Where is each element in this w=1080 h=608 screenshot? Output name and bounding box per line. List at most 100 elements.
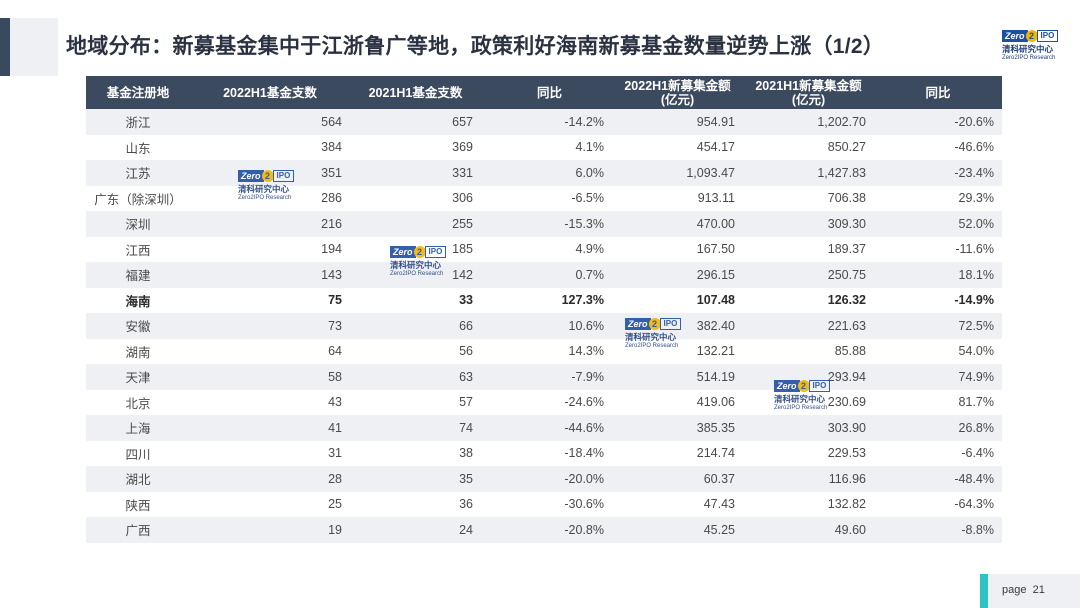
cell-count-yoy: -20.0% (481, 466, 612, 492)
cell-count-2022: 143 (190, 262, 350, 288)
cell-amount-2022: 45.25 (612, 517, 743, 543)
cell-count-yoy: -18.4% (481, 440, 612, 466)
cell-amount-yoy: -23.4% (874, 160, 1002, 186)
footer-accent-bar (980, 574, 988, 608)
cell-region: 广西 (86, 517, 190, 543)
cell-count-2021: 36 (350, 491, 481, 517)
cell-amount-2022: 47.43 (612, 491, 743, 517)
cell-count-2022: 58 (190, 364, 350, 390)
table-row: 江西 194 185 4.9% 167.50 189.37 -11.6% (86, 236, 1002, 262)
cell-count-yoy: -20.8% (481, 517, 612, 543)
cell-amount-2022: 296.15 (612, 262, 743, 288)
cell-count-2021: 57 (350, 389, 481, 415)
watermark-logo-3: Zero 2 IPO 清科研究中心 Zero2IPO Research (625, 318, 682, 350)
cell-region: 安徽 (86, 313, 190, 339)
cell-amount-2021: 230.69 (743, 389, 874, 415)
col-header-count-yoy: 同比 (481, 76, 612, 109)
cell-count-2022: 41 (190, 415, 350, 441)
table-row: 广东（除深圳） 286 306 -6.5% 913.11 706.38 29.3% (86, 185, 1002, 211)
cell-amount-2021: 132.82 (743, 491, 874, 517)
page-number-value: 21 (1032, 584, 1045, 596)
cell-amount-2021: 221.63 (743, 313, 874, 339)
page-label: page (1002, 584, 1027, 596)
col-header-region: 基金注册地 (86, 76, 190, 109)
col-header-2021-amount-text: 2021H1新募集金额 (亿元) (755, 78, 862, 107)
table-header-row: 基金注册地 2022H1基金支数 2021H1基金支数 同比 2022H1新募集… (86, 76, 1002, 109)
cell-amount-yoy: 26.8% (874, 415, 1002, 441)
table-row: 湖南 64 56 14.3% 132.21 85.88 54.0% (86, 338, 1002, 364)
logo-cn-text: 清科研究中心 (390, 260, 442, 270)
cell-count-2022: 216 (190, 211, 350, 237)
logo-two: 2 (1025, 30, 1038, 42)
cell-amount-2022: 454.17 (612, 134, 743, 160)
cell-region: 深圳 (86, 211, 190, 237)
cell-amount-2022: 419.06 (612, 389, 743, 415)
cell-amount-2022: 913.11 (612, 185, 743, 211)
cell-amount-2021: 309.30 (743, 211, 874, 237)
cell-region: 江苏 (86, 160, 190, 186)
cell-count-yoy: 0.7% (481, 262, 612, 288)
cell-count-2021: 369 (350, 134, 481, 160)
cell-amount-2021: 229.53 (743, 440, 874, 466)
logo-mark: Zero 2 IPO (238, 170, 295, 182)
cell-amount-2021: 49.60 (743, 517, 874, 543)
cell-amount-yoy: -48.4% (874, 466, 1002, 492)
logo-cn-text: 清科研究中心 (774, 394, 826, 404)
cell-count-2021: 66 (350, 313, 481, 339)
cell-amount-2022: 132.21 (612, 338, 743, 364)
cell-amount-yoy: 74.9% (874, 364, 1002, 390)
logo-zero: Zero (1002, 30, 1028, 42)
logo-cn-text: 清科研究中心 (238, 184, 290, 194)
cell-count-2021: 255 (350, 211, 481, 237)
cell-amount-2021: 303.90 (743, 415, 874, 441)
cell-region: 陕西 (86, 491, 190, 517)
table-row: 天津 58 63 -7.9% 514.19 293.94 74.9% (86, 364, 1002, 390)
cell-count-yoy: -14.2% (481, 109, 612, 135)
table-row: 广西 19 24 -20.8% 45.25 49.60 -8.8% (86, 517, 1002, 543)
table-row: 陕西 25 36 -30.6% 47.43 132.82 -64.3% (86, 491, 1002, 517)
cell-count-yoy: -30.6% (481, 491, 612, 517)
logo-zero: Zero (774, 380, 800, 392)
cell-count-2022: 43 (190, 389, 350, 415)
cell-count-2022: 31 (190, 440, 350, 466)
cell-amount-yoy: 54.0% (874, 338, 1002, 364)
region-fund-table: 基金注册地 2022H1基金支数 2021H1基金支数 同比 2022H1新募集… (86, 76, 1002, 543)
cell-region: 北京 (86, 389, 190, 415)
logo-two: 2 (648, 318, 661, 330)
table-row: 山东 384 369 4.1% 454.17 850.27 -46.6% (86, 134, 1002, 160)
cell-amount-yoy: -64.3% (874, 491, 1002, 517)
cell-count-2022: 384 (190, 134, 350, 160)
cell-amount-2022: 167.50 (612, 236, 743, 262)
cell-amount-2021: 293.94 (743, 364, 874, 390)
cell-region: 福建 (86, 262, 190, 288)
cell-amount-2022: 954.91 (612, 109, 743, 135)
cell-count-2022: 28 (190, 466, 350, 492)
cell-amount-yoy: -20.6% (874, 109, 1002, 135)
logo-mark: Zero 2 IPO (625, 318, 682, 330)
table-body: 浙江 564 657 -14.2% 954.91 1,202.70 -20.6% 山东 384 3… (86, 109, 1002, 543)
cell-count-yoy: 4.9% (481, 236, 612, 262)
cell-amount-yoy: -11.6% (874, 236, 1002, 262)
cell-amount-2021: 85.88 (743, 338, 874, 364)
cell-count-2022: 194 (190, 236, 350, 262)
cell-amount-yoy: 29.3% (874, 185, 1002, 211)
table-row: 上海 41 74 -44.6% 385.35 303.90 26.8% (86, 415, 1002, 441)
page-number: page 21 (1002, 584, 1045, 596)
cell-count-yoy: 14.3% (481, 338, 612, 364)
cell-count-2021: 38 (350, 440, 481, 466)
cell-count-2021: 331 (350, 160, 481, 186)
logo-two: 2 (413, 246, 426, 258)
table-row: 江苏 351 331 6.0% 1,093.47 1,427.83 -23.4% (86, 160, 1002, 186)
cell-region: 上海 (86, 415, 190, 441)
cell-amount-2022: 1,093.47 (612, 160, 743, 186)
cell-count-2021: 657 (350, 109, 481, 135)
logo-en-text: Zero2IPO Research (390, 271, 444, 277)
logo-two: 2 (261, 170, 274, 182)
table-row: 海南 75 33 127.3% 107.48 126.32 -14.9% (86, 287, 1002, 313)
cell-amount-2021: 850.27 (743, 134, 874, 160)
page-title: 地域分布：新募基金集中于江浙鲁广等地，政策利好海南新募基金数量逆势上涨（1/2） (66, 35, 885, 58)
table-row: 深圳 216 255 -15.3% 470.00 309.30 52.0% (86, 211, 1002, 237)
cell-region: 湖北 (86, 466, 190, 492)
logo-en-text: Zero2IPO Research (774, 405, 828, 411)
col-header-2022-amount: 2022H1新募集金额 (亿元) (612, 76, 743, 109)
